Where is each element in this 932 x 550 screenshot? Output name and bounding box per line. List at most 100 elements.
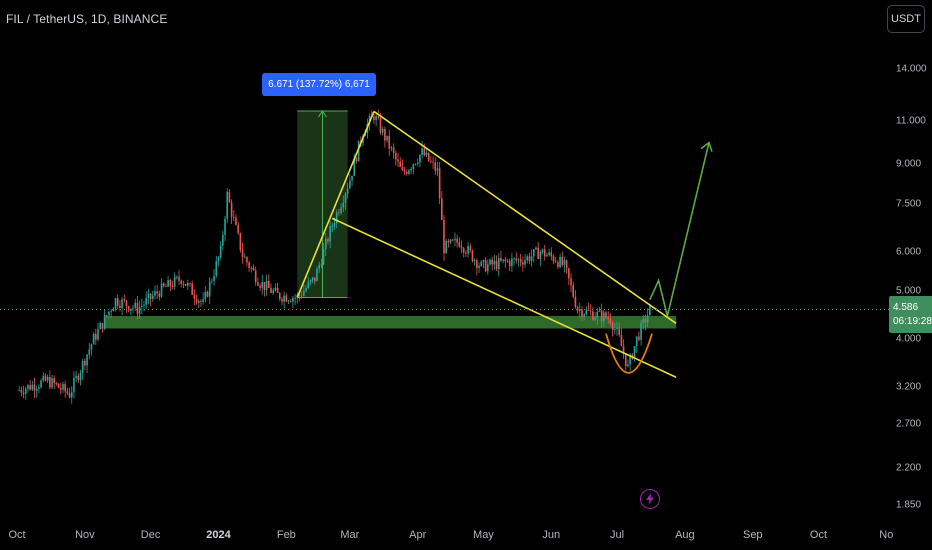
candle-body <box>206 291 209 297</box>
candle-body <box>81 360 84 373</box>
candle-body <box>73 377 75 392</box>
candle-body <box>430 160 432 162</box>
channel-lower-line <box>331 217 677 378</box>
candle-body <box>465 252 467 254</box>
candle-body <box>320 264 323 266</box>
candle-body <box>592 311 594 320</box>
candle-body <box>213 275 215 281</box>
candle-body <box>237 224 239 234</box>
candle-body <box>338 212 340 213</box>
x-tick-label: No <box>879 529 894 541</box>
candle-body <box>145 298 147 305</box>
candle-body <box>53 378 56 384</box>
y-tick-label: 6.000 <box>896 246 922 258</box>
candle-body <box>70 391 73 398</box>
candle-body <box>395 152 397 160</box>
candle-body <box>167 280 169 287</box>
candle-body <box>386 135 388 141</box>
candle-body <box>178 276 180 281</box>
candle-body <box>173 276 176 287</box>
candle-body <box>578 309 581 311</box>
candle-body <box>375 116 377 121</box>
candle-body <box>248 262 250 268</box>
candle-body <box>438 168 441 199</box>
x-tick-label: Oct <box>8 529 26 541</box>
candle-body <box>149 293 152 299</box>
candle-body <box>29 384 31 390</box>
candle-body <box>318 264 320 269</box>
candle-body <box>480 261 483 266</box>
candle-body <box>513 258 515 260</box>
x-tick-label: Mar <box>340 529 360 541</box>
candle-body <box>618 328 620 336</box>
currency-button[interactable]: USDT <box>887 5 925 33</box>
candle-body <box>346 188 349 194</box>
candle-body <box>33 384 36 391</box>
lightning-icon[interactable] <box>640 489 660 509</box>
candle-body <box>108 311 110 316</box>
candle-body <box>44 375 47 381</box>
x-tick-label: May <box>473 529 494 541</box>
last-price-value: 4.586 <box>893 301 919 313</box>
projection-arrowhead <box>700 141 713 152</box>
candle-body <box>289 301 292 302</box>
candle-body <box>333 223 336 226</box>
candle-body <box>649 305 651 316</box>
candle-body <box>642 319 645 324</box>
candle-body <box>605 312 607 318</box>
candle-body <box>193 294 196 299</box>
candle-body <box>90 344 93 350</box>
candle-body <box>552 256 555 262</box>
candle-body <box>254 270 257 283</box>
candle-body <box>511 258 513 267</box>
candle-body <box>559 256 561 268</box>
candle-body <box>408 170 410 174</box>
y-tick-label: 3.200 <box>896 381 922 393</box>
candle-body <box>357 140 360 162</box>
candle-body <box>195 298 198 303</box>
candle-body <box>162 283 165 287</box>
candle-body <box>62 384 64 390</box>
candle-body <box>191 283 193 295</box>
candle-body <box>530 256 533 262</box>
candle-body <box>476 260 478 268</box>
candle-body <box>97 329 99 340</box>
candle-body <box>154 291 156 296</box>
candle-body <box>451 239 454 241</box>
candle-body <box>410 168 412 171</box>
candle-body <box>421 148 423 155</box>
candle-body <box>462 248 465 253</box>
x-tick-label: Sep <box>742 529 763 541</box>
candle-body <box>200 301 202 302</box>
candle-body <box>68 393 71 398</box>
candle-body <box>482 260 485 262</box>
candle-body <box>502 259 504 261</box>
candle-body <box>257 282 259 286</box>
candle-body <box>165 286 167 287</box>
trendline-rise <box>296 111 375 298</box>
candle-body <box>156 291 158 294</box>
candle-body <box>493 260 496 265</box>
candle-body <box>622 346 625 354</box>
y-tick-label: 7.500 <box>896 198 922 210</box>
candle-body <box>392 147 395 153</box>
candle-body <box>561 256 564 265</box>
candle-body <box>272 290 275 293</box>
y-tick-label: 5.000 <box>896 285 922 297</box>
candle-body <box>287 301 290 302</box>
candle-body <box>197 301 200 303</box>
candle-body <box>278 292 281 299</box>
candle-body <box>522 262 524 265</box>
candle-body <box>261 281 264 288</box>
candle-body <box>38 387 40 389</box>
candle-body <box>342 202 345 208</box>
candle-body <box>412 164 415 169</box>
candle-body <box>397 159 399 162</box>
candle-body <box>95 333 97 340</box>
candle-body <box>204 291 207 300</box>
candle-body <box>646 315 649 323</box>
candle-body <box>574 296 577 308</box>
x-tick-label: Aug <box>675 529 695 541</box>
candle-body <box>35 388 38 391</box>
